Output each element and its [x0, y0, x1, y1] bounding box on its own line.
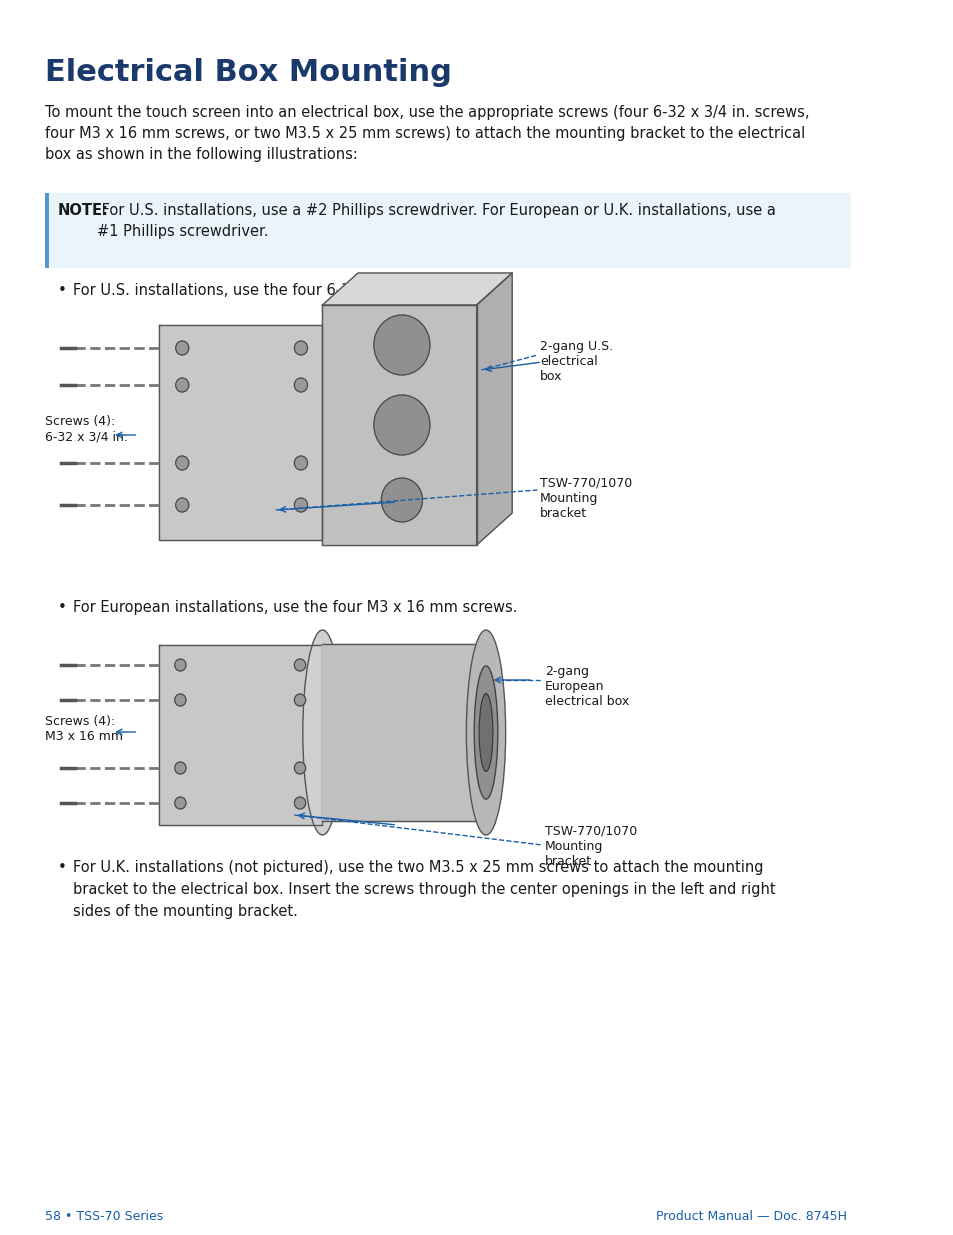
Polygon shape: [322, 273, 512, 305]
Circle shape: [294, 378, 307, 391]
Bar: [45, 193, 49, 268]
Circle shape: [294, 659, 305, 671]
Circle shape: [294, 797, 305, 809]
Bar: [45, 193, 850, 268]
Text: For U.S. installations, use a #2 Phillips screwdriver. For European or U.K. inst: For U.S. installations, use a #2 Phillip…: [97, 203, 775, 240]
Circle shape: [174, 797, 186, 809]
Polygon shape: [476, 273, 512, 545]
Text: For European installations, use the four M3 x 16 mm screws.: For European installations, use the four…: [72, 600, 517, 615]
Circle shape: [175, 378, 189, 391]
Text: Screws (4):
M3 x 16 mm: Screws (4): M3 x 16 mm: [45, 715, 123, 743]
Text: •: •: [58, 860, 67, 876]
Text: •: •: [58, 600, 67, 615]
Text: Product Manual — Doc. 8745H: Product Manual — Doc. 8745H: [655, 1210, 846, 1223]
Text: TSW-770/1070
Mounting
bracket: TSW-770/1070 Mounting bracket: [544, 825, 637, 868]
Circle shape: [175, 341, 189, 354]
Polygon shape: [159, 645, 322, 825]
Text: NOTE:: NOTE:: [58, 203, 109, 219]
Text: To mount the touch screen into an electrical box, use the appropriate screws (fo: To mount the touch screen into an electr…: [45, 105, 808, 162]
Circle shape: [175, 498, 189, 513]
Circle shape: [174, 659, 186, 671]
Circle shape: [174, 694, 186, 706]
Ellipse shape: [474, 666, 497, 799]
Circle shape: [294, 456, 307, 471]
Text: 2-gang U.S.
electrical
box: 2-gang U.S. electrical box: [539, 340, 613, 383]
Circle shape: [294, 341, 307, 354]
Text: Screws (4):
6-32 x 3/4 in.: Screws (4): 6-32 x 3/4 in.: [45, 415, 128, 443]
Ellipse shape: [302, 630, 342, 835]
Circle shape: [381, 478, 422, 522]
Circle shape: [294, 498, 307, 513]
Polygon shape: [322, 643, 485, 821]
Circle shape: [374, 315, 430, 375]
Polygon shape: [322, 305, 476, 545]
Ellipse shape: [466, 630, 505, 835]
Circle shape: [294, 762, 305, 774]
Text: For U.S. installations, use the four 6-32 x 3/4 in. screws.: For U.S. installations, use the four 6-3…: [72, 283, 482, 298]
Ellipse shape: [478, 694, 493, 772]
Text: 2-gang
European
electrical box: 2-gang European electrical box: [544, 664, 628, 708]
Text: •: •: [58, 283, 67, 298]
Text: 58 • TSS-70 Series: 58 • TSS-70 Series: [45, 1210, 163, 1223]
Circle shape: [174, 762, 186, 774]
Text: Electrical Box Mounting: Electrical Box Mounting: [45, 58, 452, 86]
Polygon shape: [159, 325, 322, 540]
Text: TSW-770/1070
Mounting
bracket: TSW-770/1070 Mounting bracket: [539, 477, 632, 520]
Circle shape: [374, 395, 430, 454]
Text: For U.K. installations (not pictured), use the two M3.5 x 25 mm screws to attach: For U.K. installations (not pictured), u…: [72, 860, 775, 919]
Circle shape: [175, 456, 189, 471]
Circle shape: [294, 694, 305, 706]
